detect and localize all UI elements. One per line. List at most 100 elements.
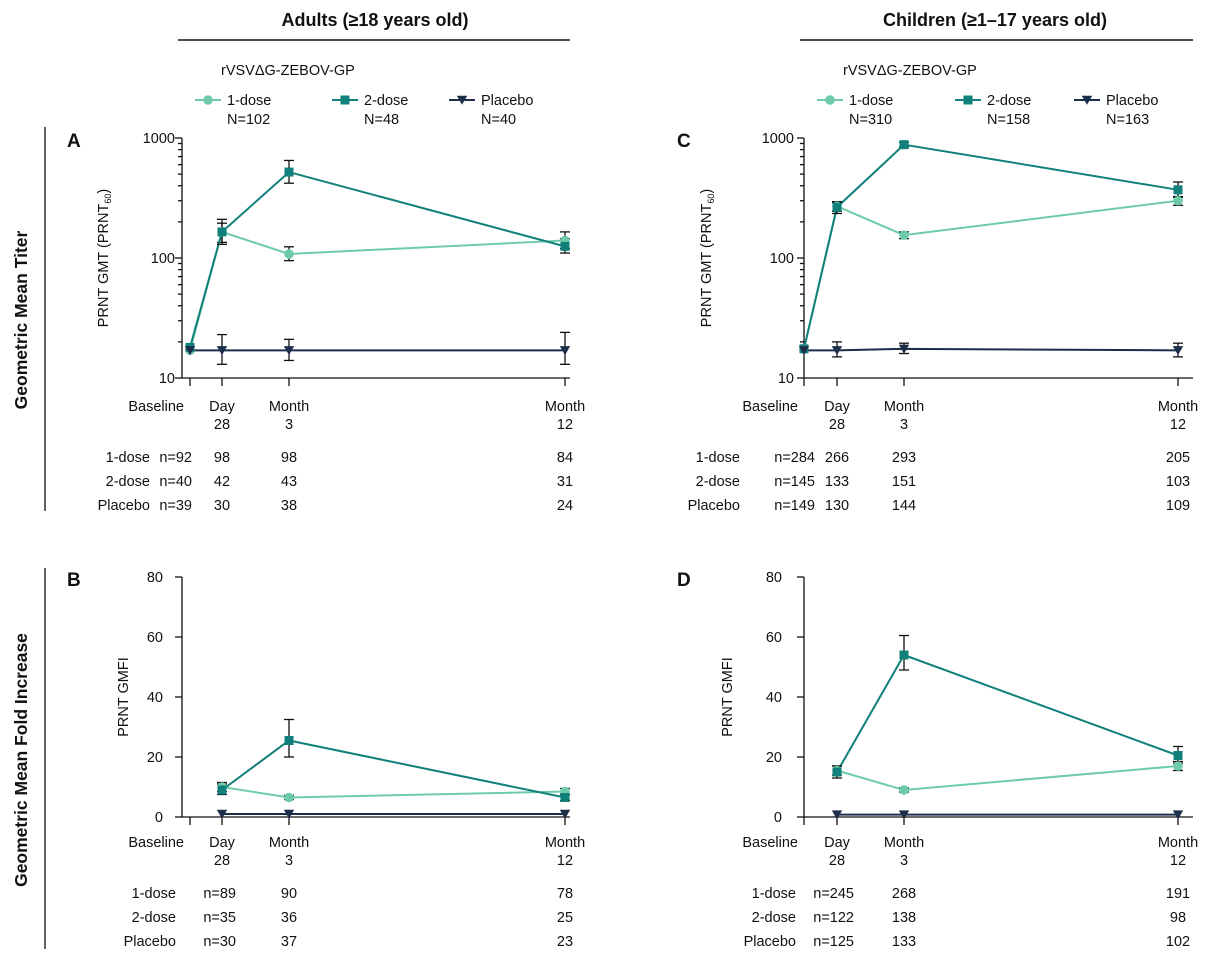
panel-c-count-first-2: n=149 [774, 498, 815, 514]
panel-b-count-0-1: 90 [281, 886, 297, 902]
panel-c-count-0-1: 293 [892, 450, 916, 466]
panel-d-point-2-3 [1173, 751, 1183, 760]
panel-a-xcat-0-0: Baseline [128, 399, 184, 415]
panel-d-ytick-label-4: 80 [766, 570, 782, 586]
panel-c-point-2-2 [899, 140, 909, 150]
panel-d-count-2-2: 102 [1166, 934, 1190, 950]
panel-d-point-2-2 [899, 650, 909, 660]
panel-c-count-label-1: 2-dose [696, 474, 740, 490]
panel-d-series-line-2 [836, 653, 1179, 773]
panel-b-xcat-2-0: Month [269, 835, 309, 851]
legend-children: rVSVΔG-ZEBOV-GP 1-dose N=310 2-dose N=158 Pla… [817, 63, 1158, 128]
panel-d-count-2-1: 133 [892, 934, 916, 950]
panel-a-xcat-2-0: Month [269, 399, 309, 415]
panel-c-count-1-0: 133 [825, 474, 849, 490]
panel-c-point-2-3 [1173, 185, 1183, 195]
panel-d-count-label-1: 2-dose [752, 910, 796, 926]
legend-marker-2 [340, 95, 350, 105]
panel-c-count-label-0: 1-dose [696, 450, 740, 466]
panel-c-count-2-2: 109 [1166, 498, 1190, 514]
legend-n-1: N=102 [227, 112, 270, 128]
panel-a-xcat-1-0: Day [209, 399, 236, 415]
panel-a-xcat-2-1: 3 [285, 417, 293, 433]
panel-d-count-first-2: n=125 [813, 934, 854, 950]
panel-d-point-1-2 [899, 785, 909, 795]
panel-b-ytick-label-1: 20 [147, 750, 163, 766]
panel-d-ylabel: PRNT GMFI [720, 657, 736, 736]
panel-a-point-2-1 [217, 227, 227, 237]
legend-label-3: Placebo [1106, 93, 1158, 109]
panel-d-ytick-label-1: 20 [766, 750, 782, 766]
panel-b-count-label-0: 1-dose [132, 886, 176, 902]
panel-d-xcat-3-1: 12 [1170, 853, 1186, 869]
panel-a-chart: A PRNT GMT (PRNT60) 10 100 1000 Baseline Day 28… [67, 131, 585, 514]
panel-d-letter: D [677, 570, 691, 591]
panel-b-xcat-0-0: Baseline [128, 835, 184, 851]
panel-a-count-0-2: 84 [557, 450, 573, 466]
panel-d-ytick-label-0: 0 [774, 810, 782, 826]
legend-marker-1 [203, 95, 213, 105]
panel-d-point-1-3 [1173, 761, 1183, 771]
row-label-gmfi: Geometric Mean Fold Increase [11, 633, 31, 887]
legend-n-3: N=40 [481, 112, 516, 128]
panel-c-count-0-0: 266 [825, 450, 849, 466]
panel-d-xcat-1-0: Day [824, 835, 851, 851]
header-children: Children (≥1–17 years old) [883, 10, 1107, 30]
panel-d-xcat-3-0: Month [1158, 835, 1198, 851]
panel-c-series-line-3 [804, 347, 1179, 352]
panel-d-ytick-label-3: 60 [766, 630, 782, 646]
panel-a-count-1-0: 42 [214, 474, 230, 490]
panel-b-xcat-2-1: 3 [285, 853, 293, 869]
panel-c-xcat-0-0: Baseline [742, 399, 798, 415]
panel-b-ytick-label-3: 60 [147, 630, 163, 646]
panel-c-xcat-2-1: 3 [900, 417, 908, 433]
panel-c-ylabel-close: ) [699, 189, 715, 194]
panel-c-chart: C PRNT GMT (PRNT60) 10 100 1000 Baseline Day 28… [677, 131, 1198, 514]
panel-d-xcat-2-0: Month [884, 835, 924, 851]
panel-c-count-1-2: 103 [1166, 474, 1190, 490]
panel-b-xcat-1-0: Day [209, 835, 236, 851]
panel-b-point-2-2 [284, 736, 294, 745]
legend-marker-3 [1081, 95, 1093, 105]
panel-d-count-label-2: Placebo [744, 934, 796, 950]
legend-label-2: 2-dose [987, 93, 1031, 109]
panel-a-point-2-2 [284, 167, 294, 177]
panel-a-count-label-0: 1-dose [106, 450, 150, 466]
panel-c-xcat-3-1: 12 [1170, 417, 1186, 433]
panel-c-point-3-2 [898, 344, 910, 354]
panel-d-point-2-1 [832, 767, 842, 777]
panel-c-count-1-1: 151 [892, 474, 916, 490]
panel-b-count-label-2: Placebo [124, 934, 176, 950]
panel-a-ylabel-sub: 60 [103, 194, 113, 204]
panel-a-ytick-label-2: 1000 [143, 131, 175, 147]
panel-a-xcat-3-1: 12 [557, 417, 573, 433]
panel-a-xcat-3-0: Month [545, 399, 585, 415]
panel-c-ytick-label-2: 1000 [762, 131, 794, 147]
panel-c-point-3-1 [831, 346, 843, 356]
panel-a-series-line-2 [189, 170, 566, 348]
legend-label-2: 2-dose [364, 93, 408, 109]
panel-a-letter: A [67, 131, 81, 152]
panel-a-count-first-1: n=40 [159, 474, 192, 490]
panel-b-count-first-0: n=89 [203, 886, 236, 902]
panel-b-count-first-1: n=35 [203, 910, 236, 926]
panel-a-count-1-2: 31 [557, 474, 573, 490]
panel-b-point-2-1 [217, 785, 227, 795]
legend-marker-2 [963, 95, 973, 105]
panel-b-xcat-1-1: 28 [214, 853, 230, 869]
panel-a-count-label-1: 2-dose [106, 474, 150, 490]
panel-b-count-1-1: 36 [281, 910, 297, 926]
panel-d-count-0-1: 268 [892, 886, 916, 902]
legend-adults: rVSVΔG-ZEBOV-GP 1-dose N=102 2-dose N=48 Plac… [195, 63, 533, 128]
panel-b-count-2-2: 23 [557, 934, 573, 950]
panel-a-ytick-label-1: 100 [151, 251, 175, 267]
legend-marker-1 [825, 95, 835, 105]
panel-c-point-1-2 [899, 230, 909, 240]
panel-a-ytick-label-0: 10 [159, 371, 175, 387]
panel-d-count-first-0: n=245 [813, 886, 854, 902]
panel-d-series-line-1 [836, 765, 1179, 792]
panel-a-ylabel: PRNT GMT (PRNT60) [96, 189, 113, 327]
panel-c-letter: C [677, 131, 691, 152]
panel-a-point-1-2 [284, 249, 294, 259]
panel-a-point-3-3 [559, 346, 571, 356]
